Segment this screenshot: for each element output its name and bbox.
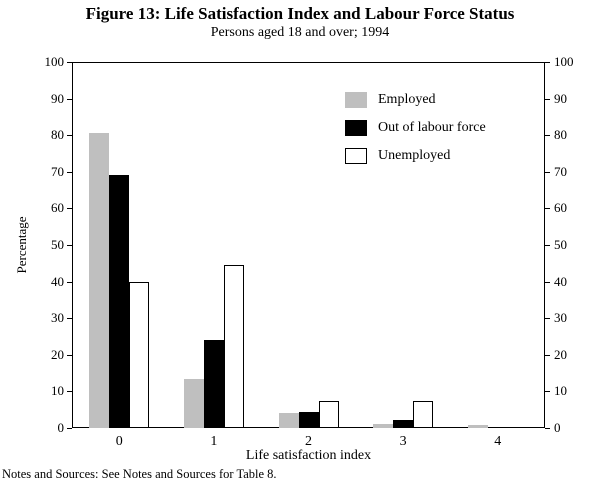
plot-area — [72, 62, 545, 428]
y-tick-label-right: 90 — [554, 90, 567, 106]
bar-unemployed-1 — [223, 265, 244, 428]
y-tick-label-right: 70 — [554, 163, 567, 179]
bar-out-of-labour-force-1 — [203, 340, 224, 428]
y-tick-mark-left — [67, 318, 72, 319]
x-tick-label: 4 — [494, 434, 502, 449]
legend-label: Unemployed — [378, 148, 451, 163]
y-tick-mark-right — [545, 172, 550, 173]
y-tick-mark-right — [545, 355, 550, 356]
chart-subtitle: Persons aged 18 and over; 1994 — [210, 25, 390, 40]
legend-item: Out of labour force — [345, 120, 486, 136]
y-tick-mark-right — [545, 99, 550, 100]
y-tick-label-right: 60 — [554, 200, 567, 216]
y-tick-mark-right — [545, 62, 550, 63]
y-tick-label-left: 40 — [51, 273, 64, 289]
legend-label: Employed — [378, 92, 436, 107]
bar-employed-2 — [278, 413, 299, 428]
bar-out-of-labour-force-3 — [393, 419, 414, 428]
bar-out-of-labour-force-0 — [109, 175, 130, 428]
chart-title: Figure 13: Life Satisfaction Index and L… — [85, 4, 515, 23]
y-tick-label-left: 70 — [51, 163, 64, 179]
bar-employed-3 — [373, 424, 394, 428]
y-tick-mark-left — [67, 99, 72, 100]
legend: Employed Out of labour force Unemployed — [345, 92, 486, 176]
legend-swatch — [345, 92, 367, 108]
y-tick-label-right: 10 — [554, 383, 567, 399]
bar-employed-0 — [89, 133, 110, 428]
y-tick-mark-right — [545, 428, 550, 429]
y-tick-mark-right — [545, 135, 550, 136]
y-tick-label-left: 10 — [51, 383, 64, 399]
bar-out-of-labour-force-2 — [298, 411, 319, 428]
y-tick-mark-left — [67, 172, 72, 173]
bar-unemployed-3 — [413, 400, 434, 428]
x-tick-label: 0 — [115, 434, 123, 449]
y-tick-mark-left — [67, 135, 72, 136]
y-tick-label-left: 90 — [51, 90, 64, 106]
y-tick-mark-right — [545, 282, 550, 283]
y-tick-mark-left — [67, 245, 72, 246]
y-tick-mark-right — [545, 245, 550, 246]
y-tick-label-right: 50 — [554, 237, 567, 252]
y-tick-mark-left — [67, 391, 72, 392]
y-tick-label-right: 40 — [554, 273, 567, 289]
y-tick-mark-left — [67, 62, 72, 63]
bar-employed-4 — [467, 425, 488, 428]
x-tick-label: 1 — [210, 434, 218, 449]
x-tick-label: 3 — [399, 434, 407, 449]
bar-employed-1 — [183, 378, 204, 428]
y-tick-mark-left — [67, 208, 72, 209]
y-tick-label-right: 30 — [554, 310, 567, 326]
bar-unemployed-0 — [129, 281, 150, 428]
bar-unemployed-2 — [318, 400, 339, 428]
legend-label: Out of labour force — [378, 120, 486, 135]
y-tick-label-left: 80 — [51, 127, 64, 143]
y-tick-mark-right — [545, 318, 550, 319]
y-tick-label-left: 0 — [57, 420, 65, 435]
x-axis-title: Life satisfaction index — [245, 448, 372, 463]
y-tick-mark-left — [67, 428, 72, 429]
y-tick-mark-right — [545, 391, 550, 392]
notes-and-sources: Notes and Sources: See Notes and Sources… — [2, 467, 277, 481]
legend-item: Unemployed — [345, 148, 486, 164]
y-tick-label-left: 20 — [51, 346, 64, 362]
legend-item: Employed — [345, 92, 486, 108]
y-tick-mark-left — [67, 355, 72, 356]
y-tick-label-left: 50 — [51, 237, 64, 252]
y-tick-label-right: 80 — [554, 127, 567, 143]
y-tick-label-left: 60 — [51, 200, 64, 216]
y-tick-mark-left — [67, 282, 72, 283]
y-tick-label-left: 30 — [51, 310, 64, 326]
legend-swatch — [345, 120, 367, 136]
y-tick-label-right: 20 — [554, 346, 567, 362]
y-tick-label-right: 0 — [554, 420, 561, 435]
legend-swatch — [345, 148, 367, 164]
y-tick-label-left: 100 — [44, 54, 65, 69]
y-tick-mark-right — [545, 208, 550, 209]
x-tick-label: 2 — [305, 434, 312, 449]
y-tick-label-right: 100 — [554, 54, 574, 69]
